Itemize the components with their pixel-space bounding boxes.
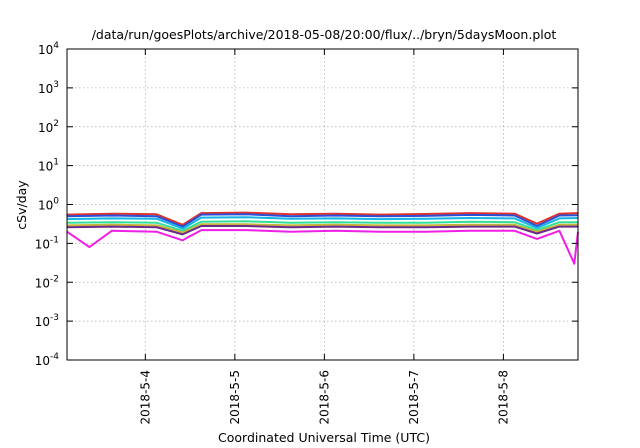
y-tick-label: 10-4 xyxy=(35,352,60,368)
y-tick-label: 100 xyxy=(38,197,59,213)
y-tick-label: 104 xyxy=(38,41,59,57)
y-tick-label: 10-1 xyxy=(35,235,59,251)
x-axis: 2018-5-4 2018-5-5 2018-5-6 2018-5-7 2018-5-8 xyxy=(138,49,510,424)
y-tick-label: 102 xyxy=(38,119,59,135)
chart-title: /data/run/goesPlots/archive/2018-05-08/2… xyxy=(92,27,557,42)
y-tick-label: 101 xyxy=(38,158,59,174)
series-line xyxy=(66,225,578,236)
series-line xyxy=(66,213,579,228)
x-tick-label: 2018-5-4 xyxy=(138,370,152,424)
x-tick-label: 2018-5-6 xyxy=(317,370,331,424)
y-axis: 10-4 10-3 10-2 10-1 100 101 102 103 104 xyxy=(35,41,578,368)
x-tick-label: 2018-5-5 xyxy=(228,370,242,424)
series-line xyxy=(66,211,579,226)
x-axis-label: Coordinated Universal Time (UTC) xyxy=(218,430,430,445)
y-tick-label: 103 xyxy=(38,80,59,96)
series-line xyxy=(66,223,578,234)
y-axis-label: cSv/day xyxy=(14,180,29,230)
grid xyxy=(67,49,578,360)
series-line xyxy=(66,216,579,230)
series-layer xyxy=(66,211,579,265)
x-tick-label: 2018-5-7 xyxy=(407,370,421,424)
y-tick-label: 10-2 xyxy=(35,274,59,290)
series-line xyxy=(66,220,578,232)
x-tick-label: 2018-5-8 xyxy=(496,370,510,424)
y-tick-label: 10-3 xyxy=(35,313,59,329)
series-line xyxy=(66,229,579,265)
